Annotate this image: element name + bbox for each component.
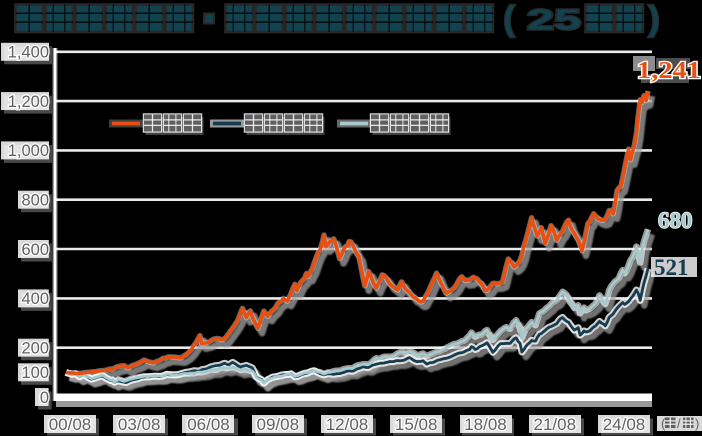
svg-text:00/08: 00/08 <box>49 415 92 434</box>
svg-text:0: 0 <box>40 389 49 407</box>
svg-text:03/08: 03/08 <box>118 415 161 434</box>
svg-text:1,400: 1,400 <box>8 44 49 62</box>
svg-text:521: 521 <box>654 255 689 280</box>
svg-text:600: 600 <box>21 241 49 259</box>
svg-text:): ) <box>648 0 659 38</box>
svg-text:200: 200 <box>21 340 49 358</box>
svg-text:24/08: 24/08 <box>603 415 646 434</box>
svg-text:1,241: 1,241 <box>637 58 701 84</box>
svg-text:/: / <box>677 416 681 431</box>
svg-text:18/08: 18/08 <box>464 415 507 434</box>
svg-text:21/08: 21/08 <box>534 415 577 434</box>
svg-text:1,000: 1,000 <box>8 142 49 160</box>
svg-text:100: 100 <box>21 364 49 382</box>
svg-text:12/08: 12/08 <box>326 415 369 434</box>
svg-text:): ) <box>695 416 699 431</box>
svg-text:680: 680 <box>658 208 693 233</box>
svg-text:800: 800 <box>21 192 49 210</box>
svg-text:15/08: 15/08 <box>395 415 438 434</box>
svg-text:09/08: 09/08 <box>257 415 300 434</box>
svg-text:06/08: 06/08 <box>187 415 230 434</box>
svg-text:400: 400 <box>21 290 49 308</box>
svg-text:25: 25 <box>527 5 581 37</box>
svg-text:(: ( <box>661 416 666 431</box>
svg-text:(: ( <box>503 0 515 38</box>
svg-text:1,200: 1,200 <box>8 93 49 111</box>
